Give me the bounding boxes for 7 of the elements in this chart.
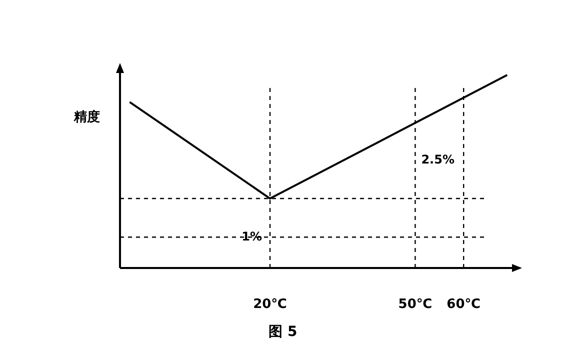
caption: 图 5 bbox=[268, 324, 298, 340]
x-tick-label: 50℃ bbox=[398, 297, 432, 312]
annotation: 1% bbox=[242, 230, 262, 244]
x-tick-label: 20℃ bbox=[253, 297, 287, 312]
x-tick-label: 60℃ bbox=[446, 297, 481, 312]
annotation: 2.5% bbox=[421, 152, 454, 166]
y-axis-title: 精度 bbox=[73, 109, 100, 125]
